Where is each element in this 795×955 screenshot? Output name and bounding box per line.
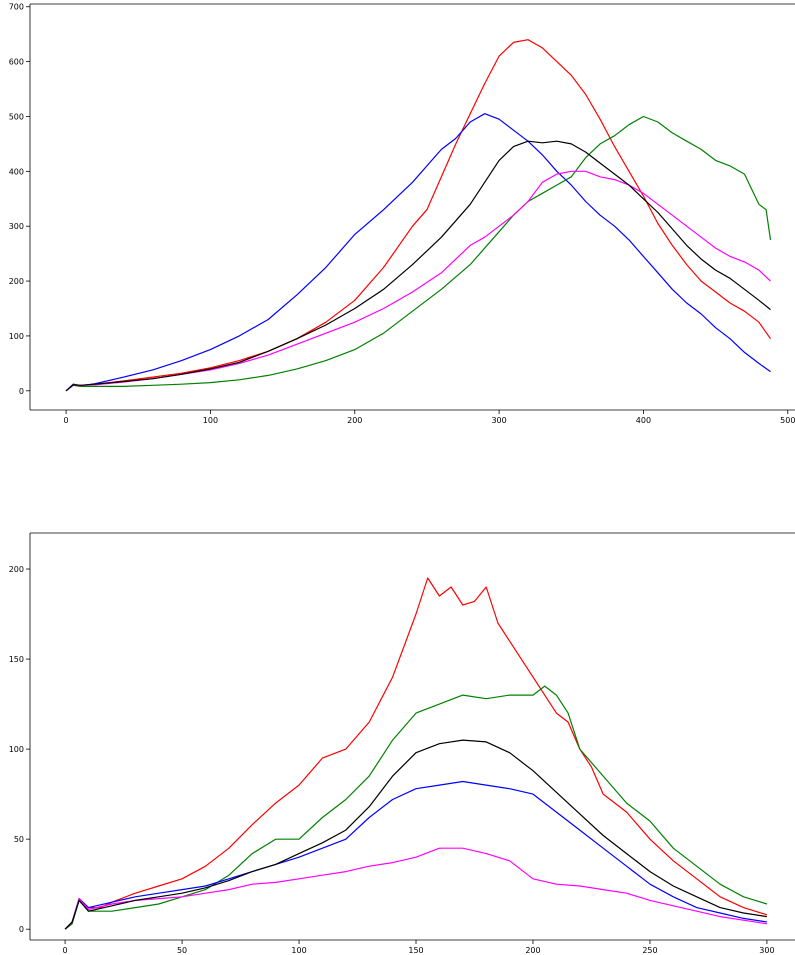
x-tick-label: 500 [780,416,795,425]
y-tick-label: 200 [9,565,24,574]
x-tick-label: 200 [525,946,540,955]
y-tick-label: 100 [9,332,24,341]
x-tick-label: 150 [408,946,423,955]
x-tick-label: 300 [759,946,774,955]
x-tick-label: 250 [642,946,657,955]
y-tick-label: 0 [19,925,24,934]
series-line-1 [65,39,771,392]
series-line-4 [64,847,767,930]
y-tick-label: 600 [9,58,24,67]
x-tick-label: 0 [63,946,68,955]
y-tick-label: 300 [9,222,24,231]
x-tick-label: 100 [291,946,306,955]
series-line-2 [65,113,771,392]
series-line-2 [64,685,768,930]
x-tick-label: 400 [636,416,651,425]
y-tick-label: 400 [9,167,24,176]
series-line-3 [65,115,772,392]
chart-1: 0 100 200 300 400 500 0 100 200 300 400 500 600 700 [9,3,795,425]
y-tick-label: 700 [9,3,24,12]
x-tick-label: 50 [177,946,187,955]
y-tick-label: 100 [9,745,24,754]
y-tick-label: 0 [19,387,24,396]
x-tick-label: 200 [347,416,362,425]
x-tick-label: 300 [491,416,506,425]
x-tick-label: 100 [203,416,218,425]
y-tick-label: 500 [9,112,24,121]
series-line-5 [64,739,767,930]
x-tick-label: 0 [64,416,69,425]
series-line-1 [64,577,768,930]
y-tick-label: 150 [9,655,24,664]
series-line-3 [64,780,767,930]
y-tick-label: 200 [9,277,24,286]
series-line-5 [65,140,771,392]
y-tick-label: 50 [14,835,24,844]
chart-2: 0 50 100 150 200 250 300 0 50 100 150 200 [9,532,795,955]
